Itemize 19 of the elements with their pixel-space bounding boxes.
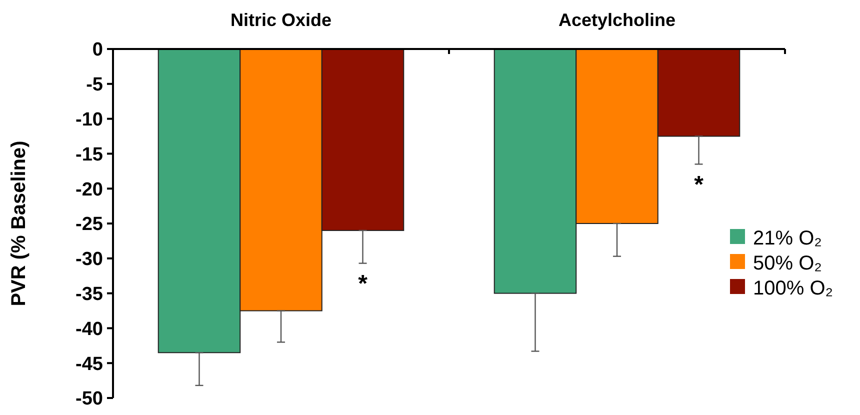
y-tick-label: -30 <box>76 249 103 270</box>
legend-label: 100% O₂ <box>753 278 834 300</box>
y-tick-label: -50 <box>76 388 103 410</box>
y-tick-label: -25 <box>76 214 104 236</box>
y-tick-label: -15 <box>76 144 104 166</box>
legend-label: 21% O₂ <box>753 228 822 250</box>
annotation: * <box>694 172 704 199</box>
y-tick-label: -5 <box>86 74 104 96</box>
y-tick-label: -35 <box>76 284 104 305</box>
y-tick-label: -20 <box>76 179 103 200</box>
x-tick-label: Acetylcholine <box>558 10 676 30</box>
y-tick-label: -10 <box>76 109 103 130</box>
y-tick-label: 0 <box>92 40 103 61</box>
annotation: * <box>358 270 368 298</box>
x-tick-label: Nitric Oxide <box>230 10 332 30</box>
y-tick-label: -45 <box>76 354 104 375</box>
y-tick-label: -40 <box>76 318 103 340</box>
y-axis-title: PVR (% Baseline) <box>8 140 30 306</box>
legend-label: 50% O₂ <box>753 252 822 275</box>
